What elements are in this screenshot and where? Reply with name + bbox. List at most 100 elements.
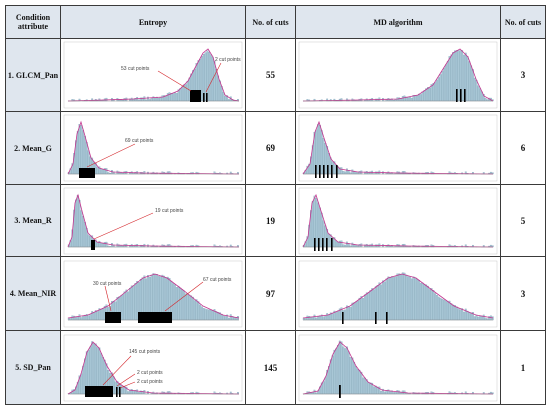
histogram-bar [366,292,368,319]
row-label: 2. Mean_G [6,112,61,185]
histogram-bar [100,169,102,174]
histogram-bar [442,299,444,320]
histogram-bar [380,284,382,319]
histogram-bar [77,316,79,319]
md-histogram-sd-pan [298,334,498,402]
histogram-bar [451,303,453,320]
histogram-bar [389,391,391,394]
histogram-bar [199,304,201,319]
histogram-bar [181,87,183,101]
histogram-bar [433,290,435,320]
histogram-bar [407,276,409,319]
histogram-bar [474,78,476,101]
histogram-bar [373,289,375,319]
histogram-bar [353,302,355,319]
entropy-cut-count: 55 [246,39,296,112]
histogram-bar [416,278,418,319]
histogram-bar [449,56,451,101]
histogram-bar [308,316,310,320]
histogram-bar [82,316,84,320]
histogram-bar [341,167,343,174]
entropy-annotation: 53 cut points [121,66,150,72]
histogram-bar [102,308,104,320]
histogram-bar [70,317,72,319]
histogram-bar [393,277,395,320]
histogram-bar [373,386,375,393]
entropy-annotation: 2 cut points [137,370,163,376]
table-row: 5. SD_Pan 145 cut points 2 cut points 2 … [6,331,546,405]
entropy-histogram-glcm-pan: 53 cut points 2 cut points [63,41,243,109]
histogram-bar [433,83,435,101]
histogram-bar [454,305,456,320]
histogram-bar [207,309,209,320]
histogram-bar [81,317,83,320]
histogram-bar [483,314,485,319]
histogram-bar [398,98,400,101]
histogram-bar [180,287,182,319]
histogram-bar [196,299,198,320]
table-row: 4. Mean_NIR 30 cut points 67 cut points … [6,257,546,331]
histogram-bar [469,61,471,101]
histogram-bar [479,88,481,101]
histogram-bar [348,306,350,320]
histogram-bar [185,293,187,319]
histogram-bar [355,301,357,319]
histogram-bar [169,391,171,394]
histogram-bar [330,359,332,393]
histogram-bar [332,355,334,393]
histogram-bar [456,306,458,319]
histogram-bar [361,372,363,394]
histogram-bar [481,315,483,319]
histogram-bar [187,293,189,319]
histogram-bar [326,313,328,320]
histogram-bar [411,278,413,319]
histogram-bar [452,304,454,319]
histogram-bar [337,241,339,246]
histogram-bar [438,77,440,101]
histogram-bar [81,125,83,174]
histogram-bar [353,362,355,394]
histogram-bar [127,291,128,319]
histogram-bar [458,50,460,101]
histogram-bar [445,300,447,319]
entropy-annotation: 145 cut points [129,349,161,355]
histogram-bar [447,301,449,319]
histogram-bar [325,315,327,319]
md-cut-count: 6 [501,112,546,185]
histogram-bar [341,341,343,393]
histogram-bar [97,311,99,320]
histogram-bar [355,172,357,174]
histogram-bar [75,199,77,246]
histogram-bar [404,96,406,101]
histogram-bar [325,377,327,393]
row-label: 5. SD_Pan [6,331,61,405]
histogram-bar [100,243,102,247]
histogram-bar [485,317,487,319]
histogram-bar [361,296,363,320]
histogram-bar [102,169,104,174]
histogram-bar [407,98,409,101]
histogram-bar [434,82,436,101]
histogram-bar [416,95,418,101]
histogram-bar [124,98,126,101]
md-cut-count: 5 [501,185,546,257]
histogram-bar [335,348,337,393]
histogram-bar [368,292,370,319]
histogram-bar [395,392,397,394]
histogram-bar [382,280,384,319]
histogram-bar [187,81,189,101]
histogram-bar [470,312,472,319]
histogram-bar [422,92,424,101]
histogram-bar [214,61,216,101]
histogram-bar [452,52,454,101]
histogram-bar [355,244,357,246]
histogram-bar [72,315,74,319]
histogram-bar [364,294,366,319]
histogram-bar [158,98,160,101]
histogram-bar [341,240,343,246]
histogram-bar [100,309,102,320]
histogram-bar [346,346,348,393]
md-histogram-mean-g [298,114,498,182]
histogram-bar [122,294,124,319]
entropy-cut-count: 19 [246,185,296,257]
